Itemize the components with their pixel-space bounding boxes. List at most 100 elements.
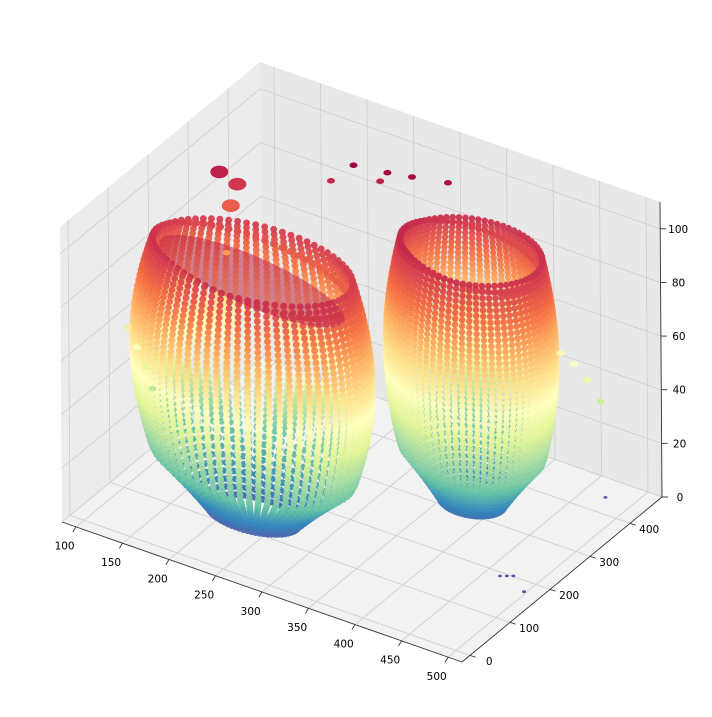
back-shell-point [416, 350, 424, 358]
back-shell-point [458, 340, 466, 347]
front-shell-point [288, 236, 296, 244]
back-shell-point [526, 426, 534, 433]
back-shell-point [458, 322, 466, 330]
back-shell-point [509, 353, 516, 361]
back-shell-point [491, 275, 498, 282]
back-shell-point [429, 356, 437, 363]
back-shell-point [431, 432, 439, 439]
back-shell-point [511, 470, 518, 477]
back-shell-point [400, 374, 407, 382]
back-shell-point [509, 286, 516, 294]
back-shell-point [496, 372, 503, 379]
back-shell-point [487, 325, 494, 332]
back-shell-point [503, 415, 510, 422]
back-shell-point [505, 471, 512, 478]
back-shell-point [437, 408, 444, 415]
back-shell-point [410, 293, 417, 300]
back-shell-point [474, 436, 481, 443]
back-shell-point [418, 322, 425, 329]
front-shell-point [356, 379, 364, 387]
back-shell-point [473, 365, 481, 373]
back-shell-point [502, 348, 509, 355]
back-shell-point [481, 405, 489, 412]
back-shell-point [527, 349, 534, 356]
back-shell-point [496, 410, 503, 418]
back-shell-point [435, 234, 442, 241]
front-shell-point [243, 239, 250, 246]
back-shell-point [436, 347, 444, 354]
back-shell-point [462, 221, 469, 228]
front-shell-point [351, 426, 359, 434]
back-shell-point [474, 456, 481, 464]
back-shell-point [521, 428, 528, 435]
back-shell-point [475, 224, 482, 232]
front-shell-point [350, 442, 357, 450]
back-shell-point [478, 282, 486, 290]
back-shell-point [510, 414, 517, 422]
back-shell-point [412, 319, 420, 326]
back-shell-point [479, 307, 487, 314]
back-shell-point [481, 421, 488, 428]
back-shell-point [510, 227, 518, 234]
back-shell-point [504, 274, 512, 281]
back-shell-point [444, 343, 451, 350]
front-shell-point [352, 393, 359, 401]
back-shell-point [437, 424, 445, 431]
back-shell-point [500, 319, 507, 326]
back-shell-point [466, 281, 473, 288]
back-shell-point [494, 319, 501, 326]
back-shell-point [502, 426, 510, 433]
back-shell-point [444, 399, 451, 406]
back-shell-point [495, 343, 502, 350]
back-shell-point [424, 414, 431, 421]
back-shell-point [495, 442, 502, 449]
front-shell-point [217, 223, 225, 231]
back-shell-point [422, 381, 430, 388]
back-shell-point [406, 399, 414, 407]
back-shell-point [448, 476, 455, 484]
back-shell-point [479, 301, 486, 308]
back-shell-point [486, 307, 493, 314]
back-shell-point [480, 319, 487, 326]
back-shell-point [443, 366, 451, 373]
back-shell-point [515, 341, 522, 348]
back-shell-point [482, 232, 489, 239]
back-shell-point [481, 399, 489, 407]
back-shell-point [428, 283, 435, 291]
back-shell-point [493, 477, 500, 484]
back-shell-point [481, 457, 488, 464]
back-shell-point [452, 285, 460, 292]
back-shell-point [440, 259, 447, 266]
back-shell-point [423, 359, 430, 366]
back-shell-point [439, 294, 446, 301]
back-shell-point [467, 461, 474, 468]
back-shell-point [469, 276, 476, 283]
back-shell-point [503, 281, 510, 289]
back-shell-point [420, 432, 427, 439]
back-shell-point [481, 349, 488, 356]
back-shell-point [506, 318, 514, 325]
back-shell-point [444, 415, 451, 422]
back-shell-point [530, 435, 538, 442]
back-shell-point [458, 386, 466, 393]
back-shell-point [454, 249, 462, 256]
back-shell-point [503, 404, 510, 412]
back-shell-point [496, 426, 503, 433]
back-shell-point [481, 442, 488, 449]
back-shell-point [434, 249, 441, 256]
back-shell-point [472, 288, 479, 295]
back-shell-point [479, 288, 486, 296]
back-shell-point [430, 411, 437, 418]
back-shell-point [489, 372, 496, 379]
back-shell-point [444, 337, 451, 344]
back-shell-point [488, 366, 496, 373]
back-shell-point [436, 375, 443, 382]
back-shell-point [483, 258, 490, 265]
back-shell-point [496, 394, 503, 401]
back-shell-point [466, 398, 473, 405]
back-shell-point [427, 250, 435, 257]
back-shell-point [526, 431, 533, 439]
back-shell-point [520, 433, 528, 440]
back-shell-point [467, 456, 474, 463]
